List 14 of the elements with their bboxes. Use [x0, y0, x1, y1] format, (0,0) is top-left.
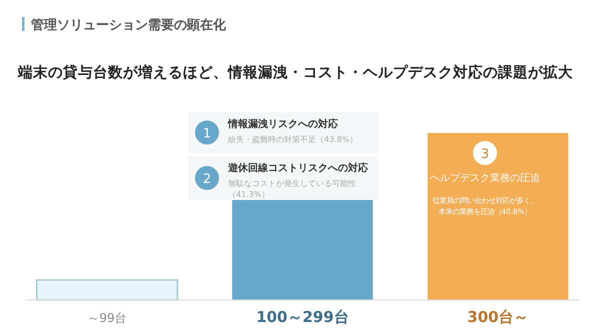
x-tick-label: 100～299台 — [256, 308, 349, 326]
annotation: 1 — [202, 126, 212, 142]
x-tick-label: 300台～ — [467, 308, 529, 326]
chart-title: 管理ソリューション需要の顕在化 — [30, 18, 227, 33]
annotation: 無駄なコストが発生している可能性 — [228, 179, 356, 188]
x-tick-label: ～99台 — [87, 311, 127, 325]
annotation: 遊休回線コストリスクへの対応 — [228, 162, 369, 174]
annotation: 3 — [480, 147, 490, 162]
annotation: 紛失・盗難時の対策不足（43.8%） — [227, 135, 358, 144]
text: 情報漏洩リスクへの対応 — [227, 118, 339, 130]
chart-subtitle: 端末の貸与台数が増えるほど、情報漏洩・コスト・ヘルプデスク対応の課題が拡大 — [17, 63, 574, 81]
annotation: 2 — [202, 172, 212, 187]
annotation: ヘルプデスク業務の圧迫 — [430, 172, 540, 184]
annotation: （41.3%） — [228, 190, 270, 199]
